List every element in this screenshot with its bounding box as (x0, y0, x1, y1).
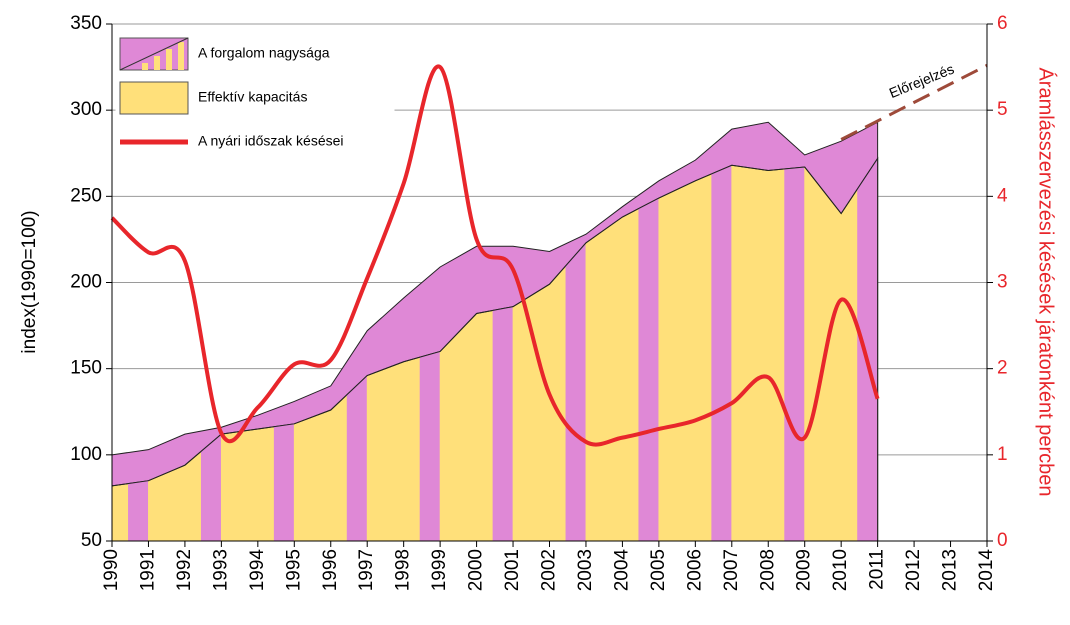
y-tick-label: 150 (70, 358, 102, 379)
x-tick-label: 1998 (393, 549, 414, 591)
y-tick-label: 300 (70, 99, 102, 120)
x-tick-label: 2009 (794, 549, 815, 591)
y2-tick-label: 5 (997, 99, 1008, 120)
x-tick-label: 2007 (721, 549, 742, 591)
stripe (711, 158, 732, 541)
y-tick-label: 350 (70, 13, 102, 34)
line (110, 64, 880, 447)
y-axis-title: index(1990=100) (19, 210, 40, 353)
legend-label: A forgalom nagysága (198, 45, 330, 61)
y-tick-label: 100 (70, 444, 102, 465)
x-tick-label: 2012 (903, 549, 924, 591)
legend-stripe (166, 49, 172, 70)
x-tick-label: 1992 (174, 549, 195, 591)
legend-stripe (154, 56, 160, 70)
legend-swatch (119, 81, 189, 115)
x-tick-label: 2008 (757, 549, 778, 591)
y2-tick-label: 3 (997, 272, 1008, 293)
x-tick-label: 1997 (356, 549, 377, 591)
x-tick-label: 1993 (210, 549, 231, 591)
y2-tick-label: 1 (997, 444, 1008, 465)
x-tick-label: 2004 (611, 549, 632, 592)
y-tick-label: 250 (70, 185, 102, 206)
forecast-label: Előrejelzés (887, 61, 956, 101)
y2-tick-label: 2 (997, 358, 1008, 379)
x-tick-label: 2011 (867, 549, 888, 590)
y-tick-label: 200 (70, 272, 102, 293)
legend-stripe (178, 42, 184, 70)
y-tick-label: 50 (81, 530, 102, 551)
x-tick-label: 2003 (575, 549, 596, 591)
x-tick-label: 2000 (466, 549, 487, 591)
x-tick-label: 2005 (648, 549, 669, 591)
stripe (638, 158, 659, 541)
x-tick-label: 1995 (283, 549, 304, 591)
y2-tick-label: 4 (997, 185, 1008, 206)
area-outline (111, 156, 879, 542)
legend-label: Effektív kapacitás (198, 89, 307, 105)
x-tick-label: 1994 (247, 549, 268, 592)
x-tick-label: 2014 (976, 549, 997, 592)
x-tick-label: 2002 (539, 549, 560, 591)
x-tick-label: 1999 (429, 549, 450, 591)
y2-tick-label: 6 (997, 13, 1008, 34)
x-tick-label: 1990 (101, 549, 122, 591)
stripe (565, 158, 586, 541)
legend-diag (119, 37, 189, 71)
x-tick-label: 1991 (137, 549, 158, 591)
legend-label: A nyári időszak késései (198, 133, 344, 149)
forecast-line (840, 64, 988, 141)
x-tick-label: 2001 (502, 549, 523, 591)
stripe (784, 158, 805, 541)
y2-axis-title: Áramlásszervezési késések járatonként pe… (1035, 67, 1058, 496)
x-tick-label: 2006 (684, 549, 705, 591)
x-tick-label: 2013 (940, 549, 961, 591)
y2-tick-label: 0 (997, 530, 1008, 551)
x-tick-label: 2010 (830, 549, 851, 591)
stripe (857, 158, 878, 541)
legend-stripe (142, 63, 148, 70)
x-tick-label: 1996 (320, 549, 341, 591)
